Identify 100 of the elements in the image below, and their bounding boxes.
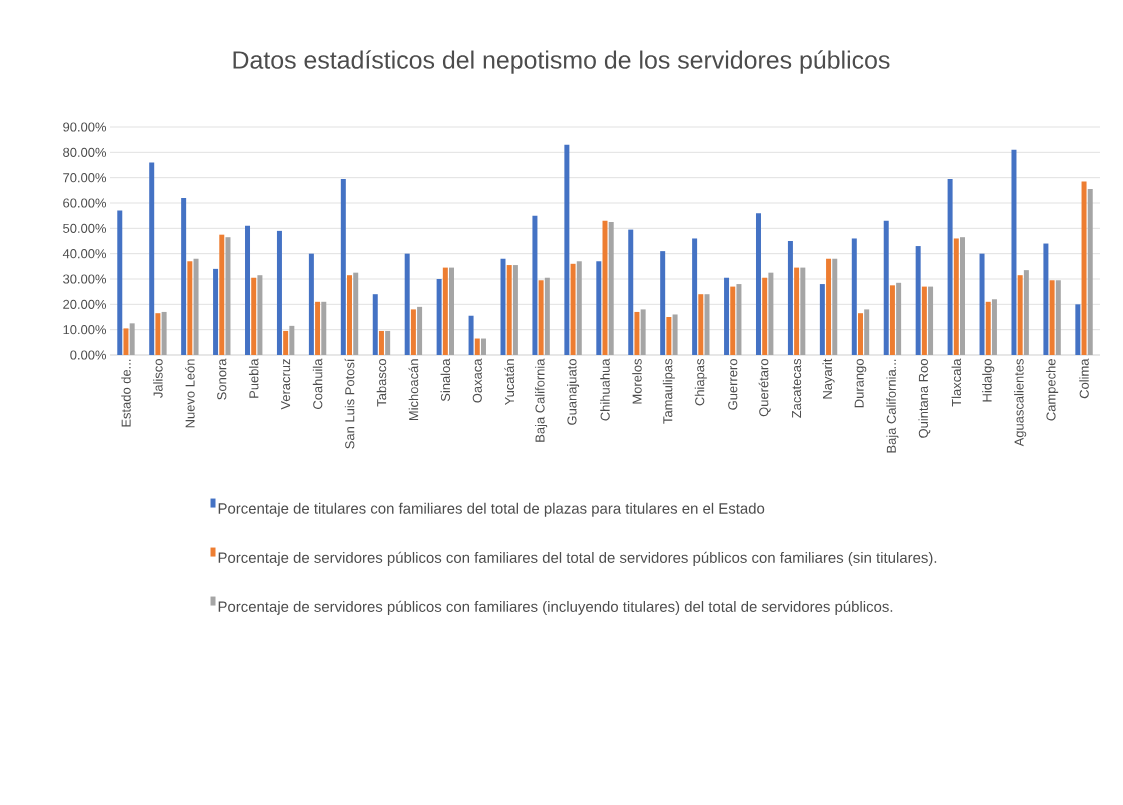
bar <box>538 280 544 355</box>
bar <box>245 225 251 355</box>
bar <box>506 265 512 355</box>
x-tick-label: Coahuila <box>312 358 323 409</box>
bar <box>1087 189 1093 355</box>
bar <box>602 220 608 355</box>
legend-label: Porcentaje de servidores públicos con familiares (incluyendo titulares) del total de servidores públicos. <box>218 600 893 615</box>
bar <box>634 311 640 355</box>
x-tick-label: Durango <box>854 359 867 408</box>
bar <box>928 286 934 355</box>
x-tick-label: Chiapas <box>694 358 707 406</box>
x-tick-label: Nayarit <box>822 358 835 399</box>
x-tick-label: Tabasco <box>376 359 387 407</box>
x-tick-label: Baja California <box>535 358 548 442</box>
y-tick-label: 70.00% <box>63 173 107 183</box>
bar <box>187 261 193 355</box>
x-tick-label: Tamaulipas <box>662 358 675 424</box>
bar <box>947 178 953 355</box>
y-tick-label: 90.00% <box>63 122 107 132</box>
bar <box>704 294 710 355</box>
bar <box>512 265 518 355</box>
bar <box>404 253 410 355</box>
bar <box>991 299 997 355</box>
bar <box>576 261 582 355</box>
x-tick-label: Michoacán <box>408 359 419 421</box>
bar <box>979 253 985 355</box>
x-tick-label: Quintana Roo <box>918 359 931 438</box>
bar <box>628 229 634 355</box>
x-tick-label: Colima <box>1079 358 1089 399</box>
bar <box>436 279 442 355</box>
x-tick-label: Estado de... <box>121 359 131 427</box>
x-tick-label: Yucatán <box>504 359 515 406</box>
bar <box>660 251 666 355</box>
y-tick-label: 30.00% <box>63 274 107 284</box>
bar <box>596 261 602 355</box>
y-tick-label: 10.00% <box>63 325 107 335</box>
bar <box>257 275 263 355</box>
x-tick-label: Chihuahua <box>600 358 610 421</box>
y-tick-label: 0.00% <box>70 350 107 360</box>
x-tick-label: Tlaxcala <box>951 358 962 407</box>
x-tick-label: Sinaloa <box>440 358 451 402</box>
bar <box>500 258 506 355</box>
bar <box>755 213 761 355</box>
bar <box>468 315 474 355</box>
bar <box>1075 304 1081 355</box>
bar <box>372 294 378 355</box>
bar <box>608 222 614 355</box>
bar <box>896 282 902 355</box>
y-tick-label: 40.00% <box>62 249 107 259</box>
bar <box>921 286 927 355</box>
bar <box>985 301 991 355</box>
bar <box>417 306 423 355</box>
bar <box>129 323 135 355</box>
bar <box>321 301 327 355</box>
bar <box>1049 280 1055 355</box>
bar <box>1081 181 1087 355</box>
bar <box>736 284 742 355</box>
bar <box>353 272 359 355</box>
bar <box>181 197 187 355</box>
x-tick-label: Morelos <box>632 358 642 404</box>
bar <box>225 237 231 355</box>
bar <box>915 246 921 355</box>
bar <box>800 267 806 355</box>
bar <box>532 215 538 355</box>
bar <box>570 263 576 355</box>
bar <box>953 238 959 355</box>
x-tick-label: Zacatecas <box>792 358 802 418</box>
bar <box>385 330 391 355</box>
x-tick-label: Guerrero <box>728 359 738 410</box>
y-tick-label: 60.00% <box>63 198 107 208</box>
bar <box>340 178 346 355</box>
bar <box>724 277 730 355</box>
bar <box>474 338 480 355</box>
x-tick-label: Puebla <box>248 358 259 398</box>
y-tick-label: 20.00% <box>63 299 107 309</box>
bar <box>283 330 289 355</box>
bar <box>449 267 455 355</box>
x-tick-label: Campeche <box>1046 359 1059 421</box>
bar <box>1055 280 1061 355</box>
bar <box>480 338 486 355</box>
bar <box>315 301 321 355</box>
bar <box>213 268 219 355</box>
bar <box>1017 275 1023 355</box>
bar <box>123 328 129 355</box>
bar <box>826 258 832 355</box>
bar <box>289 325 295 355</box>
bar <box>155 313 161 355</box>
bar <box>832 258 838 355</box>
bar <box>1043 243 1049 355</box>
bar <box>698 294 704 355</box>
x-tick-label: Baja California... <box>886 359 899 453</box>
y-tick-label: 80.00% <box>63 147 107 157</box>
legend-label: Porcentaje de servidores públicos con familiares del total de servidores públicos con familiares (sin titulares). <box>218 551 937 566</box>
x-tick-label: Guanajuato <box>567 359 580 425</box>
bar <box>1011 149 1017 355</box>
legend-label: Porcentaje de titulares con familiares del total de plazas para titulares en el Estado <box>218 502 765 517</box>
bar <box>787 241 793 355</box>
bar <box>883 220 889 355</box>
bar <box>193 258 199 355</box>
chart-title: Datos estadísticos del nepotismo de los servidores públicos <box>233 50 890 74</box>
